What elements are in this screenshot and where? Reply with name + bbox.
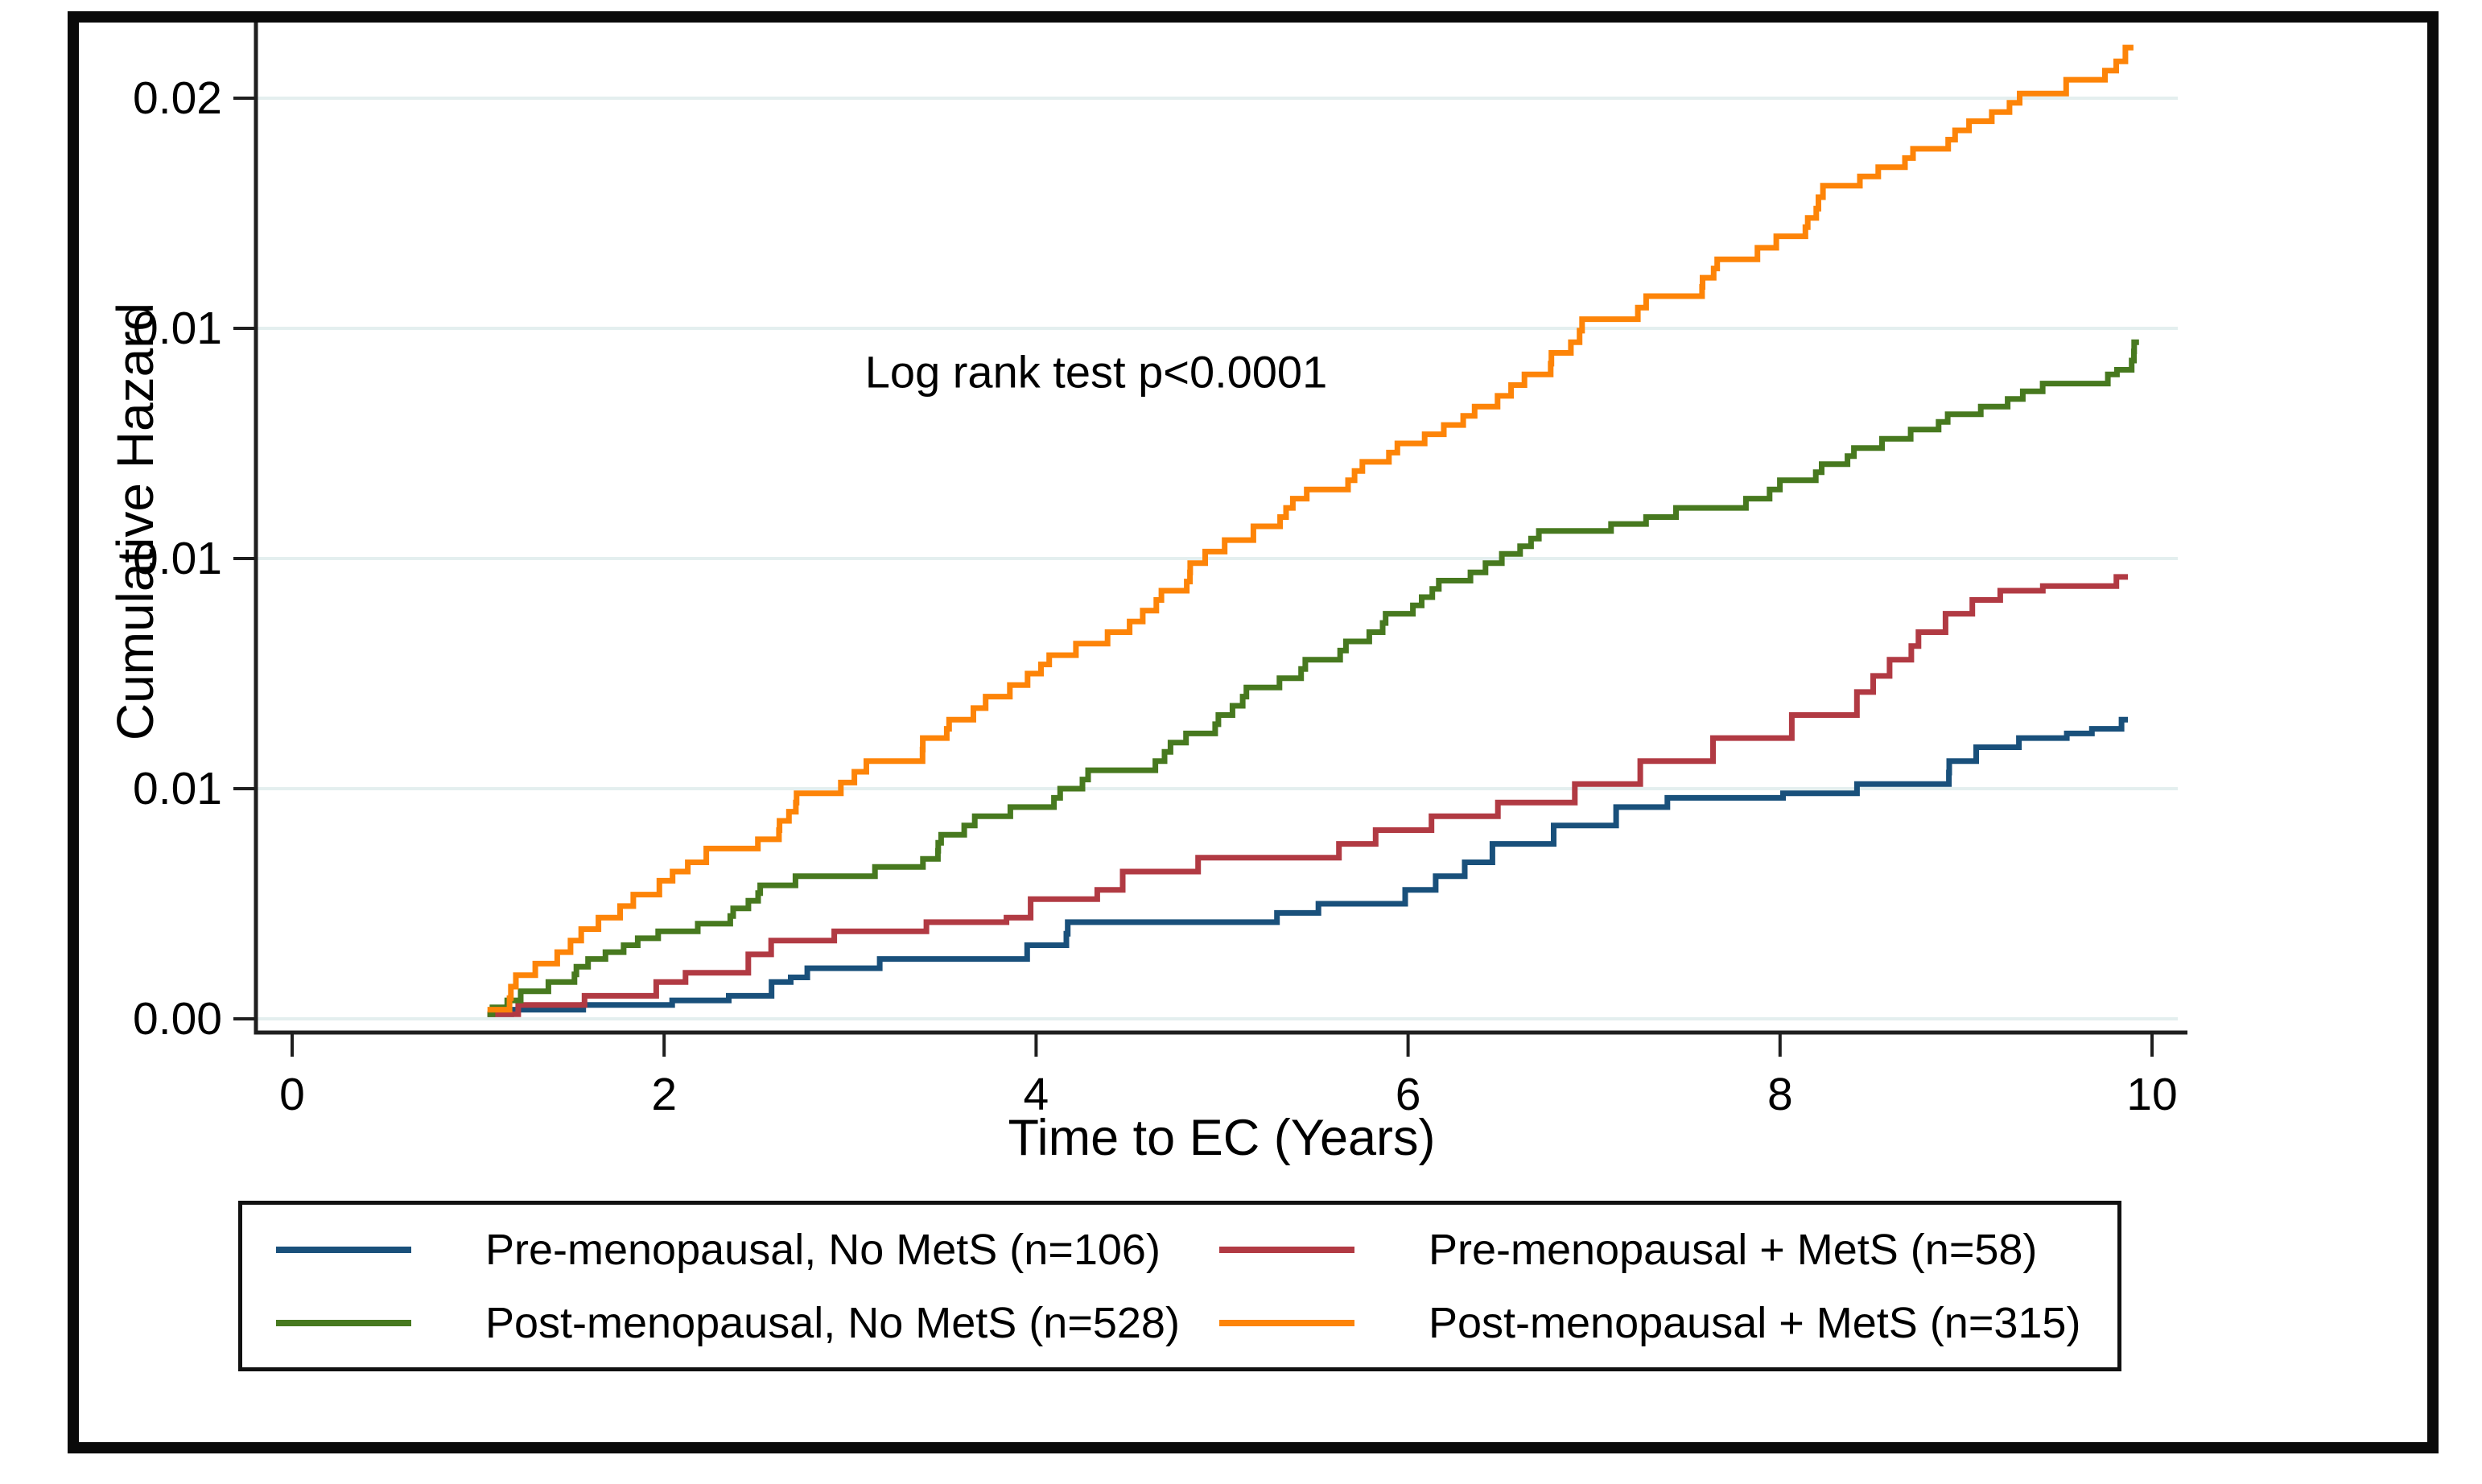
x-axis-title: Time to EC (Years): [1008, 1110, 1436, 1166]
y-tick-label-0.00: 0.00: [133, 993, 222, 1045]
legend-entry-label: Pre-menopausal + MetS (n=58): [1429, 1225, 2038, 1274]
x-tick-label-2: 2: [651, 1069, 678, 1120]
series-lines: [487, 44, 2139, 1017]
legend-entry-post-mets: Post-menopausal + MetS (n=315): [1219, 1299, 2109, 1347]
series-line-0: [487, 716, 2128, 1017]
y-tick-label-0.010: 0.01: [133, 533, 222, 584]
x-tick-label-6: 6: [1395, 1069, 1421, 1120]
legend-line-sample-blue: [276, 1246, 411, 1253]
legend-entry-pre-no-mets: Pre-menopausal, No MetS (n=106): [276, 1226, 1219, 1274]
legend-entry-post-no-mets: Post-menopausal, No MetS (n=528): [276, 1299, 1219, 1347]
legend-entry-pre-mets: Pre-menopausal + MetS (n=58): [1219, 1226, 2109, 1274]
annotation-logrank: Log rank test p<0.0001: [864, 346, 1328, 398]
tick-marks: [233, 97, 2154, 1057]
x-tick-label-0: 0: [279, 1069, 305, 1120]
series-line-3: [487, 44, 2134, 1013]
y-axis-title: Cumulative Hazard: [106, 302, 164, 741]
series-line-2: [487, 339, 2139, 1017]
y-tick-label-0.020: 0.02: [133, 72, 222, 124]
series-line-1: [487, 574, 2128, 1017]
legend-line-sample-orange: [1219, 1319, 1354, 1326]
legend-entry-label: Post-menopausal + MetS (n=315): [1429, 1298, 2081, 1347]
legend-entry-label: Post-menopausal, No MetS (n=528): [485, 1298, 1180, 1347]
x-tick-label-4: 4: [1023, 1069, 1049, 1120]
x-tick-label-10: 10: [2126, 1069, 2178, 1120]
x-tick-label-8: 8: [1767, 1069, 1793, 1120]
y-tick-label-0.005: 0.01: [133, 763, 222, 814]
axes: [254, 23, 2187, 1035]
legend-line-sample-red: [1219, 1246, 1354, 1253]
legend-line-sample-green: [276, 1319, 411, 1326]
gridlines: [258, 97, 2178, 1020]
legend-box: Pre-menopausal, No MetS (n=106) Pre-meno…: [238, 1201, 2121, 1371]
y-tick-label-0.015: 0.01: [133, 303, 222, 354]
legend-entry-label: Pre-menopausal, No MetS (n=106): [485, 1225, 1161, 1274]
figure-border: [68, 11, 2439, 1453]
